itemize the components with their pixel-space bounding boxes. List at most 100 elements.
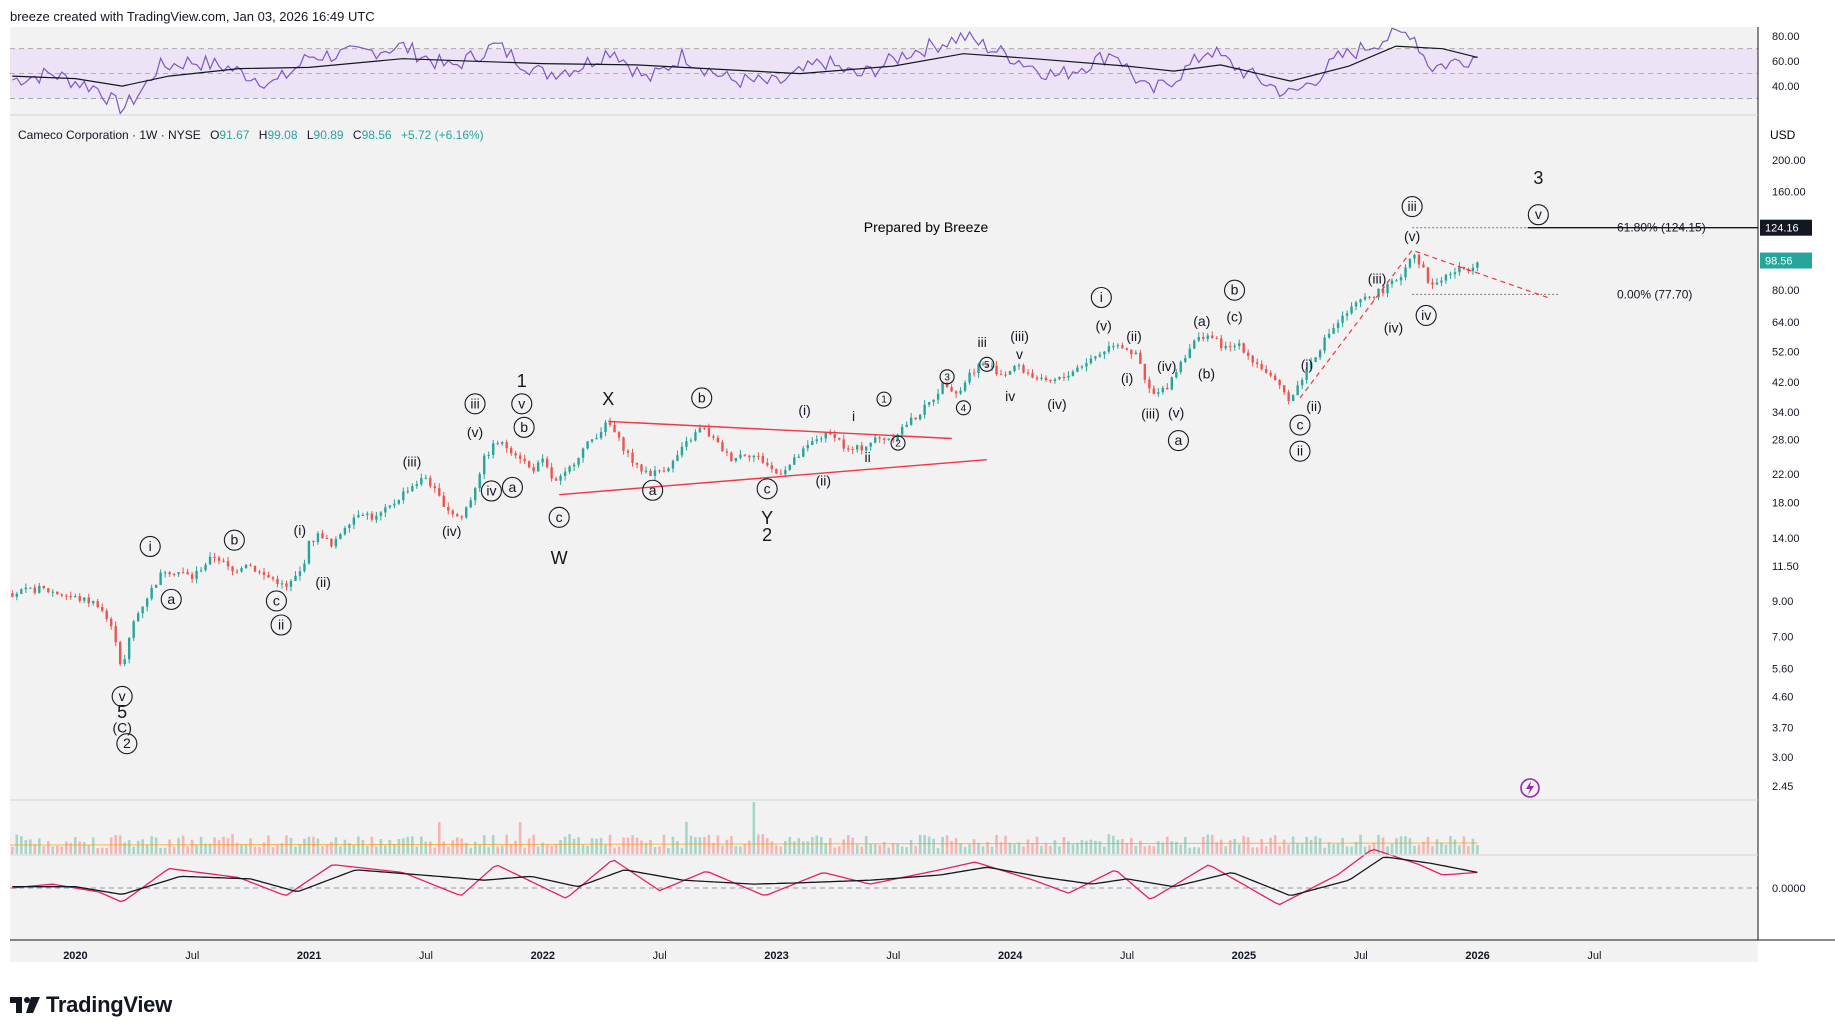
volume-bar [990,846,994,854]
volume-bar [1341,837,1344,854]
volume-bar [402,838,405,854]
wave-label: v [1535,206,1542,222]
candle-body [1417,254,1421,265]
candle-body [1139,352,1142,364]
volume-bar [24,840,28,854]
volume-bar [343,839,347,854]
candle-body [195,570,198,579]
candle-body [1044,377,1048,380]
volume-bar [496,846,499,854]
volume-bar [109,837,113,854]
volume-bar [694,837,697,854]
candle-body [127,637,131,660]
volume-bar [298,844,302,854]
wave-label: (ii) [1126,328,1142,344]
wave-label: X [602,389,614,409]
volume-bar [550,846,553,854]
candle-body [1282,385,1286,393]
candle-body [298,571,302,576]
lightning-icon[interactable] [1520,778,1540,798]
volume-bar [954,838,958,854]
volume-bar [1471,838,1475,854]
candle-body [249,564,252,566]
volume-bar [235,842,239,854]
volume-bar [1013,844,1016,854]
volume-bar [132,846,135,854]
volume-bar [388,839,392,854]
volume-bar [1049,845,1052,854]
price-pane[interactable]: 61.80% (124.15)0.00% (77.70)v5(C)2iabcii… [11,168,1758,755]
legend: Cameco Corporation · 1W · NYSE O91.67 H9… [18,128,484,142]
volume-bar [1390,843,1394,854]
candle-body [662,470,666,472]
volume-bar [514,840,517,854]
wave-label: a [509,479,517,495]
candle-body [1067,375,1070,378]
candle-body [483,455,486,475]
volume-bar [195,844,198,854]
candle-body [217,557,221,561]
candle-body [1166,387,1169,390]
volume-bar [1462,836,1466,854]
candle-body [1381,288,1385,294]
wave-label-circle [116,733,138,755]
candle-body [20,589,23,594]
volume-bar [586,845,589,854]
candle-body [1202,336,1205,339]
candle-body [1323,337,1326,351]
candle-body [1471,267,1475,272]
volume-bar [419,836,423,854]
candle-body [1211,335,1214,338]
candle-body [415,484,419,487]
wave-label: (ii) [315,574,331,590]
volume-bar [752,802,756,854]
candle-body [972,372,976,374]
macd-signal-line [12,856,1478,896]
time-tick-label: 2025 [1232,950,1256,962]
candle-body [1435,282,1439,285]
candle-body [950,386,953,392]
candle-body [860,445,863,451]
candle-body [509,448,513,454]
candle-body [617,432,621,438]
wave-label: 2 [762,525,772,545]
volume-bar [909,840,913,854]
volume-bar [1116,839,1120,854]
volume-bar [154,837,158,854]
wave-label: c [556,509,563,525]
volume-bar [1345,846,1349,854]
candle-body [1238,343,1241,346]
macd-tick-label: 0.0000 [1772,883,1806,895]
brand[interactable]: TradingView [10,992,172,1018]
volume-bar [271,847,275,854]
volume-bar [527,838,531,854]
candle-body [181,572,185,574]
candle-body [1399,277,1403,281]
candle-body [873,437,877,443]
volume-bar [11,846,14,854]
volume-bar [878,845,881,854]
candle-body [168,572,171,575]
volume-bar [1022,846,1025,854]
wave-label: 2 [895,439,901,450]
volume-bar [424,841,428,854]
currency-label[interactable]: USD [1770,128,1796,142]
candle-body [1453,272,1457,275]
candle-body [1354,302,1358,307]
candle-body [393,503,396,506]
volume-bar [1201,836,1205,854]
volume-bar [1246,837,1250,854]
candle-body [986,363,989,367]
volume-bar [730,836,733,854]
volume-bar [1044,842,1048,854]
wave-label-circle [223,529,245,551]
volume-bar [622,837,625,854]
candle-body [527,461,531,468]
tradingview-chart[interactable]: 61.80% (124.15)0.00% (77.70)v5(C)2iabcii… [0,0,1835,980]
candle-body [366,513,369,515]
candle-body [1076,367,1079,372]
volume-bar [536,846,540,854]
macd-line [12,848,1478,906]
candle-body [631,452,634,463]
candle-body [604,422,607,432]
